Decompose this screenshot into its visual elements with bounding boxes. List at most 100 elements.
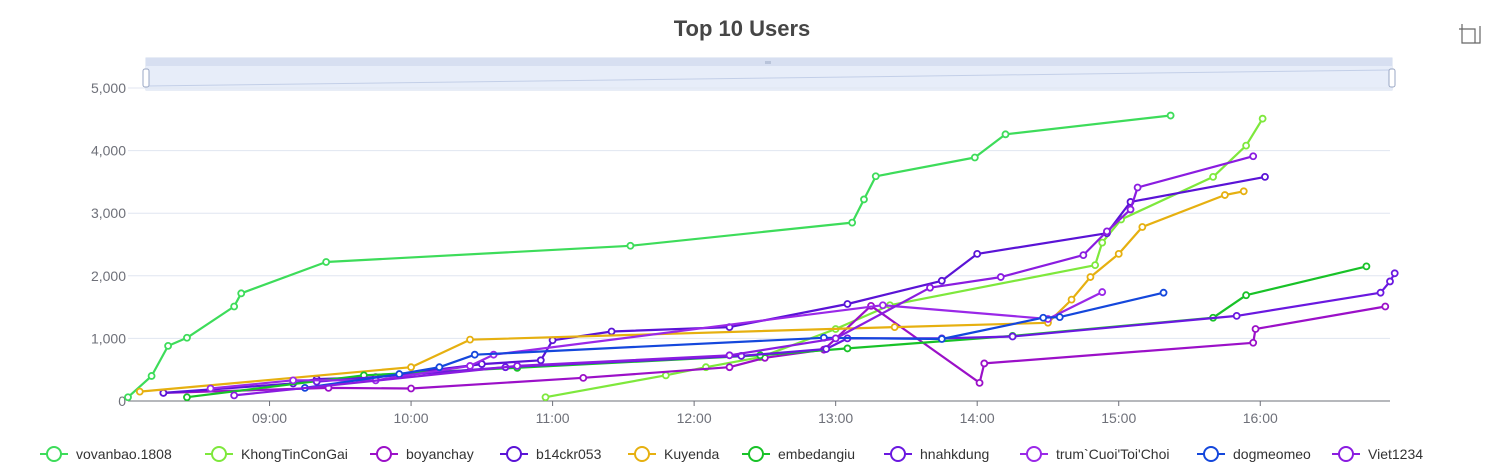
data-point[interactable] <box>725 363 734 372</box>
series-0 <box>124 111 1175 402</box>
data-point[interactable] <box>1001 130 1010 139</box>
data-point[interactable] <box>1133 183 1142 192</box>
legend-item[interactable]: Viet1234 <box>1332 446 1423 462</box>
data-point[interactable] <box>661 371 670 380</box>
data-point[interactable] <box>1390 269 1399 278</box>
data-point[interactable] <box>541 393 550 402</box>
data-point[interactable] <box>1386 277 1394 286</box>
data-point[interactable] <box>1114 249 1123 258</box>
data-point[interactable] <box>831 334 840 343</box>
data-point[interactable] <box>848 218 857 227</box>
data-point[interactable] <box>822 345 831 353</box>
data-point[interactable] <box>1086 273 1095 281</box>
data-point[interactable] <box>1166 111 1175 120</box>
data-point[interactable] <box>1362 262 1371 271</box>
data-point[interactable] <box>843 300 852 308</box>
legend-item[interactable]: KhongTinConGai <box>205 446 348 462</box>
data-zoom-handle-left[interactable] <box>142 68 150 88</box>
data-point[interactable] <box>435 363 444 372</box>
chart-title: Top 10 Users <box>674 16 811 41</box>
data-point[interactable] <box>1381 302 1390 311</box>
legend-item[interactable]: vovanbao.1808 <box>40 446 172 462</box>
data-point[interactable] <box>996 273 1005 281</box>
data-point[interactable] <box>1249 338 1258 347</box>
data-point[interactable] <box>1249 152 1258 161</box>
data-point[interactable] <box>725 351 734 360</box>
data-point[interactable] <box>1251 325 1260 333</box>
data-point[interactable] <box>230 391 239 400</box>
data-point[interactable] <box>890 323 899 332</box>
data-point[interactable] <box>230 302 239 311</box>
data-point[interactable] <box>124 393 132 402</box>
data-point[interactable] <box>164 342 173 350</box>
data-point[interactable] <box>147 372 156 380</box>
legend-item[interactable]: b14ckr053 <box>500 446 602 462</box>
data-point[interactable] <box>1103 227 1111 236</box>
legend-item[interactable]: Kuyenda <box>628 446 719 462</box>
data-point[interactable] <box>1239 187 1248 196</box>
data-point[interactable] <box>626 241 635 250</box>
data-point[interactable] <box>1159 288 1168 297</box>
data-point[interactable] <box>135 387 144 396</box>
x-tick-label: 11:00 <box>536 410 570 426</box>
data-point[interactable] <box>322 258 331 266</box>
data-point[interactable] <box>1242 291 1251 300</box>
data-point[interactable] <box>1039 313 1048 322</box>
data-point[interactable] <box>970 153 979 162</box>
legend-item[interactable]: embedangiu <box>742 446 855 462</box>
data-point[interactable] <box>395 370 404 378</box>
data-point[interactable] <box>607 327 616 336</box>
data-point[interactable] <box>878 301 887 310</box>
data-point[interactable] <box>1067 295 1076 304</box>
data-zoom-handle-right[interactable] <box>1388 68 1396 88</box>
data-zoom-slider[interactable] <box>142 57 1396 91</box>
data-point[interactable] <box>183 393 191 402</box>
restore-zoom-icon[interactable] <box>1459 24 1481 44</box>
data-point[interactable] <box>466 362 474 370</box>
data-point[interactable] <box>1055 313 1064 322</box>
data-point[interactable] <box>1126 205 1135 214</box>
data-zoom-top-bar[interactable] <box>146 58 1392 66</box>
data-point[interactable] <box>1138 223 1147 231</box>
data-point[interactable] <box>975 378 984 387</box>
data-point[interactable] <box>1209 172 1217 181</box>
data-point[interactable] <box>1376 288 1385 297</box>
data-point[interactable] <box>536 356 545 365</box>
data-point[interactable] <box>1261 172 1269 181</box>
legend-item[interactable]: trum`Cuoi'Toi'Choi <box>1020 446 1170 462</box>
data-point[interactable] <box>289 376 298 385</box>
data-point[interactable] <box>937 276 946 285</box>
data-point[interactable] <box>843 344 852 353</box>
data-point[interactable] <box>183 333 191 342</box>
data-point[interactable] <box>1079 251 1088 260</box>
data-point[interactable] <box>1232 311 1241 320</box>
data-point[interactable] <box>973 249 982 258</box>
legend-item[interactable]: dogmeomeo <box>1197 446 1311 462</box>
data-point[interactable] <box>470 350 479 359</box>
data-point[interactable] <box>980 359 989 368</box>
legend-item[interactable]: boyanchay <box>370 446 474 462</box>
data-point[interactable] <box>1008 332 1017 341</box>
data-point[interactable] <box>860 195 868 204</box>
data-point[interactable] <box>1091 261 1100 270</box>
data-zoom-grip[interactable] <box>765 61 771 64</box>
data-point[interactable] <box>1258 114 1267 123</box>
legend-label: Kuyenda <box>664 446 719 462</box>
data-point[interactable] <box>206 384 215 393</box>
data-point[interactable] <box>926 283 934 292</box>
data-point[interactable] <box>237 289 246 298</box>
data-point[interactable] <box>1242 141 1251 150</box>
data-point[interactable] <box>407 384 415 393</box>
data-point[interactable] <box>871 172 880 181</box>
data-point[interactable] <box>466 335 474 344</box>
legend[interactable]: vovanbao.1808 KhongTinConGai boyanchay b14c… <box>40 446 1423 462</box>
data-point[interactable] <box>1098 288 1107 296</box>
data-point[interactable] <box>513 362 522 370</box>
data-point[interactable] <box>1098 238 1107 247</box>
series-line <box>127 114 1171 399</box>
data-point[interactable] <box>1220 191 1229 199</box>
data-point[interactable] <box>937 335 946 343</box>
legend-item[interactable]: hnahkdung <box>884 446 989 462</box>
data-point[interactable] <box>407 363 415 372</box>
data-point[interactable] <box>579 373 588 382</box>
